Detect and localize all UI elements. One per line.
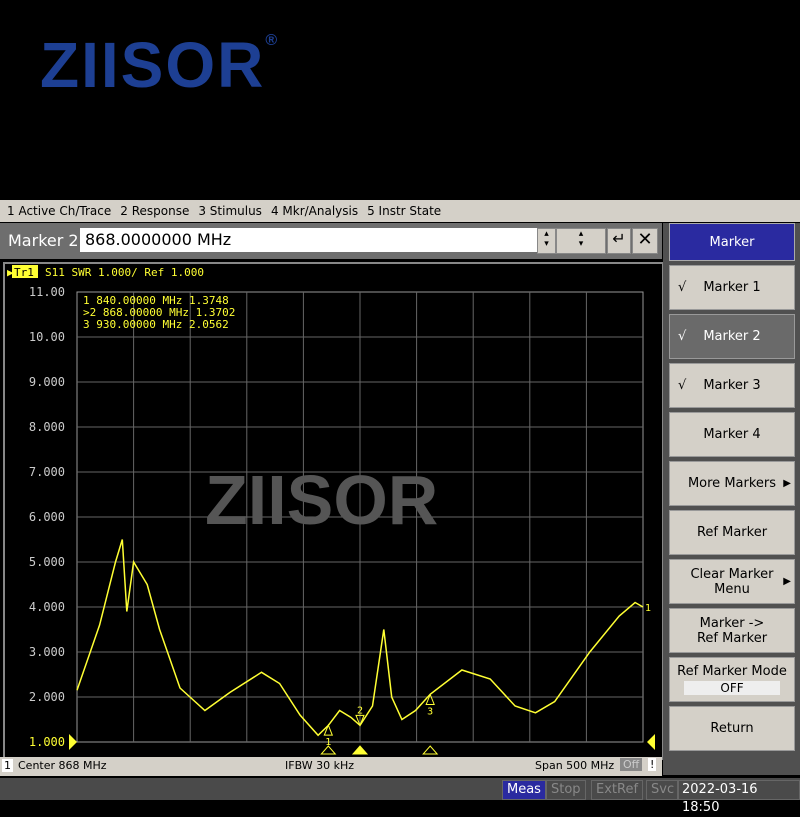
y-tick-label: 10.00 — [29, 330, 65, 344]
marker-2-label: 2 — [357, 705, 363, 716]
softkey-marker-3[interactable]: √ Marker 3 — [669, 363, 795, 408]
y-tick-label: 6.000 — [29, 510, 65, 524]
swr-chart: ZIISOR 11.00 10.00 9.000 8.000 7.000 6.000 5.00… — [7, 265, 655, 755]
warning-indicator: ! — [648, 758, 657, 771]
enter-icon[interactable]: ↵ — [607, 228, 631, 254]
trace-tag: Tr1 — [14, 266, 34, 279]
marker-1-symbol — [323, 723, 334, 736]
brand-logo: ZIISOR® — [40, 28, 279, 102]
datetime: 2022-03-16 18:50 — [677, 780, 800, 815]
close-icon[interactable]: ✕ — [632, 228, 658, 254]
marker-2-symbol — [355, 714, 365, 727]
marker-3-symbol — [425, 693, 435, 705]
menu-mkr-analysis[interactable]: 4 Mkr/Analysis — [270, 204, 359, 218]
submenu-arrow-icon: ▶ — [783, 478, 791, 489]
channel-number: 1 — [2, 759, 13, 772]
registered-mark: ® — [265, 32, 280, 49]
softkey-marker-4[interactable]: Marker 4 — [669, 412, 795, 457]
y-tick-label: 3.000 — [29, 645, 65, 659]
softkey-ref-marker-mode[interactable]: Ref Marker Mode OFF — [669, 657, 795, 702]
softkey-label: Ref Marker Mode — [677, 664, 787, 679]
softkey-label: Ref Marker — [696, 525, 768, 540]
y-tick-label: 5.000 — [29, 555, 65, 569]
instrument-status-bar: Meas Stop ExtRef Svc 2022-03-16 18:50 — [0, 778, 800, 815]
coarse-spinner[interactable]: ▴ ▾ — [556, 228, 606, 254]
menu-stimulus[interactable]: 3 Stimulus — [198, 204, 262, 218]
marker-readout-row: >2 868.00000 MHz 1.3702 — [83, 306, 235, 319]
softkey-label: Marker 4 — [703, 427, 761, 442]
check-icon: √ — [678, 378, 687, 393]
extref-indicator: ExtRef — [591, 780, 644, 800]
stop-indicator: Stop — [546, 780, 586, 800]
marker-2-stimulus-indicator — [351, 745, 369, 755]
marker-3-label: 3 — [427, 706, 433, 717]
ref-marker-mode-value: OFF — [684, 681, 780, 695]
softkey-label: Clear Marker Menu — [690, 566, 774, 597]
y-tick-label: 1.000 — [29, 735, 65, 749]
y-tick-label: 9.000 — [29, 375, 65, 389]
softkey-more-markers[interactable]: More Markers ▶ — [669, 461, 795, 506]
menu-active-ch-trace[interactable]: 1 Active Ch/Trace — [7, 204, 112, 218]
softkey-title: Marker — [669, 223, 795, 261]
span: Span 500 MHz — [535, 759, 615, 772]
ref-level-right-icon — [647, 734, 655, 750]
menu-bar: 1 Active Ch/Trace 2 Response 3 Stimulus … — [0, 200, 800, 222]
marker-3-stimulus-indicator — [422, 745, 439, 755]
entry-label: Marker 2 — [8, 231, 79, 250]
trace-active-arrow: ▶ — [7, 266, 14, 279]
check-icon: √ — [678, 280, 687, 295]
y-tick-label: 11.00 — [29, 285, 65, 299]
softkey-label: Marker 1 — [703, 280, 761, 295]
y-tick-label: 8.000 — [29, 420, 65, 434]
softkey-label: Marker 3 — [703, 378, 761, 393]
trace-end-label: 1 — [645, 603, 651, 614]
entry-bar: Marker 2 868.0000000 MHz ▴ ▾ ▴ ▾ ↵ ✕ — [0, 223, 662, 259]
marker-readout-row: 1 840.00000 MHz 1.3748 — [83, 294, 229, 307]
marker-readout-row: 3 930.00000 MHz 2.0562 — [83, 318, 229, 331]
check-icon: √ — [678, 329, 687, 344]
y-tick-label: 4.000 — [29, 600, 65, 614]
marker-1-label: 1 — [325, 737, 331, 748]
menu-instr-state[interactable]: 5 Instr State — [367, 204, 442, 218]
marker-1-stimulus-indicator — [320, 745, 337, 755]
softkey-marker-1[interactable]: √ Marker 1 — [669, 265, 795, 310]
softkey-marker-to-ref[interactable]: Marker -> Ref Marker — [669, 608, 795, 653]
trace-tag-bg — [12, 265, 38, 278]
svc-indicator: Svc — [646, 780, 680, 800]
meas-indicator: Meas — [502, 780, 546, 800]
trace-header: S11 SWR 1.000/ Ref 1.000 — [45, 266, 204, 279]
softkey-label: More Markers — [687, 476, 777, 491]
menu-response[interactable]: 2 Response — [120, 204, 190, 218]
y-tick-label: 2.000 — [29, 690, 65, 704]
swr-trace — [76, 539, 644, 737]
logo-text: ZIISOR — [40, 29, 266, 101]
ifbw: IFBW 30 kHz — [285, 759, 355, 772]
softkey-label: Return — [710, 721, 754, 736]
averaging-status[interactable]: Off — [620, 758, 643, 771]
y-tick-label: 7.000 — [29, 465, 65, 479]
plot-panel: ZIISOR 11.00 10.00 9.000 8.000 7.000 6.000 5.00… — [3, 262, 664, 760]
marker-frequency-input[interactable]: 868.0000000 MHz — [80, 228, 540, 252]
channel-status-bar: 1 Center 868 MHz IFBW 30 kHz Span 500 MH… — [0, 757, 662, 776]
softkey-return[interactable]: Return — [669, 706, 795, 751]
softkey-label: Marker 2 — [703, 329, 761, 344]
softkey-panel: Marker √ Marker 1 √ Marker 2 √ Marker 3 Mar… — [663, 223, 800, 775]
softkey-clear-marker-menu[interactable]: Clear Marker Menu ▶ — [669, 559, 795, 604]
softkey-marker-2[interactable]: √ Marker 2 — [669, 314, 795, 359]
center-frequency: Center 868 MHz — [18, 759, 107, 772]
softkey-label: Marker -> Ref Marker — [696, 615, 768, 646]
watermark: ZIISOR — [205, 461, 438, 539]
ref-level-left-icon — [69, 734, 77, 750]
softkey-ref-marker[interactable]: Ref Marker — [669, 510, 795, 555]
submenu-arrow-icon: ▶ — [783, 576, 791, 587]
fine-spinner[interactable]: ▴ ▾ — [537, 228, 556, 254]
